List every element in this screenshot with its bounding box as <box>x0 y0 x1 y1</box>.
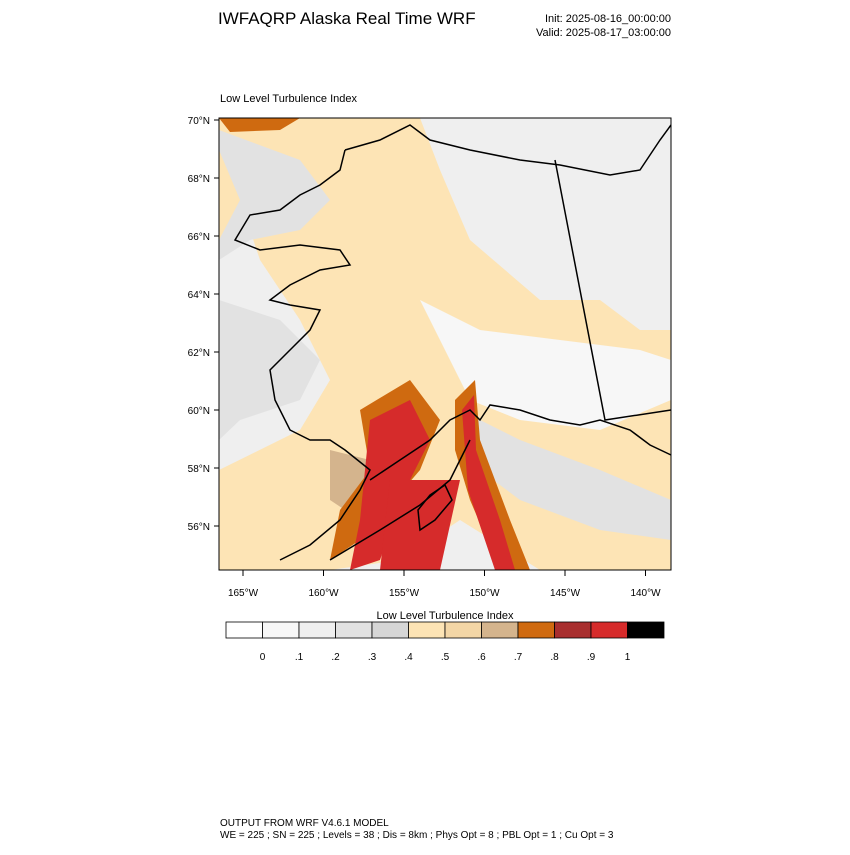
colorbar-title: Low Level Turbulence Index <box>377 610 514 622</box>
colorbar-box <box>298 621 336 639</box>
footer-line: WE = 225 ; SN = 225 ; Levels = 38 ; Dis … <box>220 830 614 841</box>
colorbar-label: .5 <box>441 652 450 663</box>
lon-tick-label: 150°W <box>469 588 500 599</box>
lat-tick-label: 56°N <box>188 522 210 533</box>
lat-tick-label: 62°N <box>188 348 210 359</box>
colorbar-box <box>444 621 482 639</box>
coastlines <box>233 124 672 561</box>
lon-tick-label: 155°W <box>389 588 420 599</box>
colorbar-box <box>408 621 446 639</box>
lon-tick-label: 145°W <box>550 588 581 599</box>
lat-tick-label: 68°N <box>188 174 210 185</box>
lon-tick-label: 165°W <box>228 588 259 599</box>
init-time: Init: 2025-08-16_00:00:00 <box>545 13 671 25</box>
title: IWFAQRP Alaska Real Time WRF <box>218 9 476 28</box>
colorbar-box <box>554 621 592 639</box>
colorbar-box <box>335 621 373 639</box>
colorbar-box <box>590 621 628 639</box>
colorbar-label: .2 <box>331 652 340 663</box>
colorbar-label: .1 <box>295 652 304 663</box>
colorbar-box <box>262 621 300 639</box>
colorbar-label: .3 <box>368 652 377 663</box>
lat-tick-label: 64°N <box>188 290 210 301</box>
colorbar-label: 1 <box>625 652 631 663</box>
map-title: Low Level Turbulence Index <box>220 93 357 105</box>
colorbar-box <box>517 621 555 639</box>
lat-tick-label: 60°N <box>188 406 210 417</box>
colorbar-box <box>481 621 519 639</box>
lat-tick-label: 70°N <box>188 116 210 127</box>
colorbar-box <box>225 621 263 639</box>
valid-time: Valid: 2025-08-17_03:00:00 <box>536 27 671 39</box>
colorbar-label: .4 <box>404 652 413 663</box>
lat-tick-label: 66°N <box>188 232 210 243</box>
footer-line: OUTPUT FROM WRF V4.6.1 MODEL <box>220 818 389 829</box>
lon-tick-label: 160°W <box>308 588 339 599</box>
colorbar-box <box>371 621 409 639</box>
lon-tick-label: 140°W <box>630 588 661 599</box>
colorbar-label: .7 <box>514 652 523 663</box>
map-frame <box>218 117 672 571</box>
colorbar-label: .9 <box>587 652 596 663</box>
lat-tick-label: 58°N <box>188 464 210 475</box>
map-field <box>219 118 671 570</box>
colorbar-label: .6 <box>477 652 486 663</box>
colorbar-label: .8 <box>550 652 559 663</box>
colorbar-box <box>627 621 665 639</box>
colorbar-label: 0 <box>260 652 266 663</box>
